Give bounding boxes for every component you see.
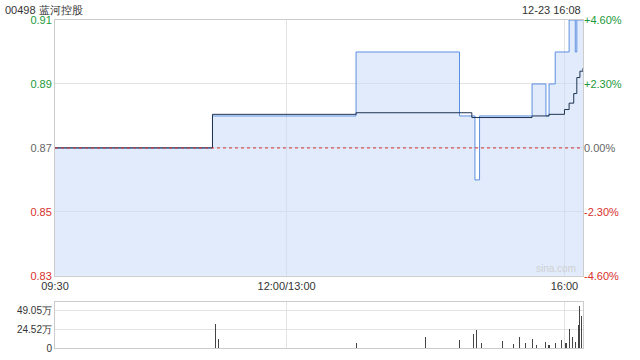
svg-text:24.52万: 24.52万	[17, 324, 52, 335]
svg-text:-2.30%: -2.30%	[584, 206, 619, 218]
svg-text:16:00: 16:00	[551, 280, 579, 292]
svg-text:0.00%: 0.00%	[584, 142, 615, 154]
svg-text:0.91: 0.91	[30, 14, 51, 26]
svg-text:49.05万: 49.05万	[17, 305, 52, 316]
svg-text:sina.com: sina.com	[536, 263, 576, 274]
svg-text:12:00/13:00: 12:00/13:00	[258, 280, 316, 292]
svg-text:0: 0	[46, 343, 52, 354]
svg-text:-4.60%: -4.60%	[584, 270, 619, 282]
svg-text:0.83: 0.83	[30, 270, 51, 282]
svg-text:+2.30%: +2.30%	[584, 78, 622, 90]
svg-text:09:30: 09:30	[41, 280, 69, 292]
svg-text:0.87: 0.87	[30, 142, 51, 154]
svg-text:00498 蓝河控股: 00498 蓝河控股	[5, 4, 83, 16]
svg-text:0.85: 0.85	[30, 206, 51, 218]
svg-text:0.89: 0.89	[30, 78, 51, 90]
svg-text:+4.60%: +4.60%	[584, 14, 622, 26]
svg-text:12-23 16:08: 12-23 16:08	[522, 4, 581, 16]
